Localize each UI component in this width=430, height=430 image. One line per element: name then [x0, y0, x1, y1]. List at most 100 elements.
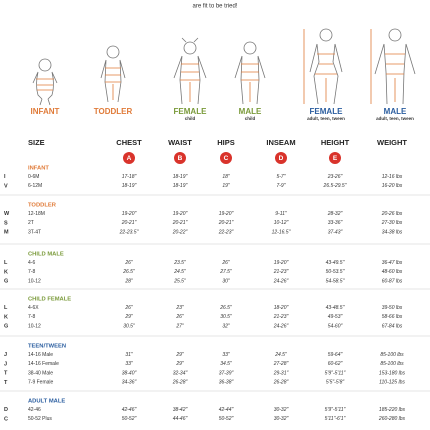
- measurement: 18-20": [274, 305, 289, 311]
- measurement: 18-19": [122, 183, 137, 189]
- measurement: 58-66 lbs: [382, 314, 403, 320]
- figure-sublabel: adult, teen, tween: [376, 116, 414, 121]
- measurement: 36-38": [219, 380, 234, 386]
- measurement: 43-49.5": [326, 260, 345, 266]
- column-header: HEIGHT: [321, 138, 350, 147]
- measurement: 59-64": [328, 352, 343, 358]
- size-name: 4-6: [28, 260, 35, 266]
- section-title: ADULT MALE: [28, 399, 65, 405]
- measurement: 110-125 lbs: [379, 380, 405, 386]
- section-title: CHILD FEMALE: [28, 297, 71, 303]
- figure-sublabel: child: [185, 116, 196, 121]
- measurement: 19": [222, 183, 230, 189]
- measurement: 20-22": [172, 229, 188, 235]
- figure-label: TODDLER: [94, 107, 133, 116]
- size-name: 14-16 Female: [28, 361, 59, 367]
- measurement: 42-46": [122, 407, 137, 413]
- size-name: 7-8: [28, 269, 35, 275]
- column-header: CHEST: [116, 138, 142, 147]
- measurement: 30-32": [274, 407, 289, 413]
- measurement: 185-220 lbs: [379, 407, 406, 413]
- row-code: G: [4, 279, 8, 285]
- measurement: 26": [124, 260, 133, 266]
- column-header: HIPS: [217, 138, 235, 147]
- measurement: 50-52": [219, 416, 234, 422]
- section-title: TEEN/TWEEN: [28, 344, 66, 350]
- row-code: J: [4, 352, 7, 358]
- measurement: 34-38 lbs: [382, 229, 403, 235]
- measurement: 60-62": [328, 361, 343, 367]
- measurement: 5'11"-6'1": [325, 416, 346, 422]
- measurement: 33": [222, 352, 230, 358]
- measurement: 26-28": [172, 380, 188, 386]
- measurement: 20-21": [121, 220, 137, 226]
- measurement: 27": [175, 323, 184, 329]
- measurement: 23-26": [327, 174, 343, 180]
- measurement: 33": [125, 361, 133, 367]
- size-name: 6-12M: [28, 183, 42, 189]
- measurement: 23.5": [173, 260, 186, 266]
- measurement: 18-19": [173, 183, 188, 189]
- measurement: 17-18": [122, 174, 137, 180]
- row-code: C: [4, 416, 8, 422]
- row-code: T: [4, 380, 8, 386]
- row-code: K: [4, 314, 8, 320]
- size-name: 2T: [28, 220, 34, 226]
- badge: [123, 152, 135, 164]
- size-name: 38-40 Male: [28, 370, 53, 376]
- measurement: 37-39": [219, 370, 234, 376]
- measurement: 49-53": [328, 314, 343, 320]
- measurement: 29": [175, 361, 184, 367]
- measurement: 20-21": [218, 220, 234, 226]
- figure-label: FEMALE: [310, 107, 344, 116]
- row-code: I: [4, 174, 6, 180]
- measurement: 260-280 lbs: [378, 416, 406, 422]
- row-code: L: [4, 260, 8, 266]
- measurement: 153-180 lbs: [379, 370, 406, 376]
- measurement: 30": [222, 278, 230, 284]
- measurement: 25.5": [173, 278, 186, 284]
- figure-sublabel: adult, teen, tween: [307, 116, 345, 121]
- measurement: 36-47 lbs: [382, 260, 403, 266]
- measurement: 16-20 lbs: [382, 183, 403, 189]
- measurement: 5'9"-5'11": [325, 370, 346, 376]
- measurement: 33-36": [328, 220, 343, 226]
- measurement: 19-20": [219, 211, 234, 217]
- measurement: 39-50 lbs: [382, 305, 403, 311]
- measurement: 19-20": [274, 260, 289, 266]
- measurement: 38-42": [173, 407, 188, 413]
- size-name: 3T-4T: [28, 229, 41, 235]
- section-title: TODDLER: [28, 203, 57, 209]
- measurement: 30.5": [220, 314, 232, 320]
- measurement: 67-84 lbs: [382, 323, 403, 329]
- measurement: 54-58.5": [326, 278, 345, 284]
- measurement: 24.5": [173, 269, 186, 275]
- figure-label: MALE: [384, 107, 407, 116]
- measurement: 29-31": [273, 370, 289, 376]
- measurement: 42-44": [219, 407, 234, 413]
- badge-letter: E: [333, 155, 338, 162]
- badge-letter: B: [178, 155, 183, 162]
- badge: [174, 152, 186, 164]
- measurement: 29": [124, 314, 133, 320]
- measurement: 5'5"-5'8": [326, 380, 344, 386]
- figure-label: FEMALE: [174, 107, 208, 116]
- row-code: W: [4, 211, 10, 217]
- measurement: 34.5": [220, 361, 232, 367]
- measurement: 20-21": [172, 220, 188, 226]
- measurement: 32-34": [173, 370, 188, 376]
- measurement: 9-11": [275, 211, 287, 217]
- measurement: 12-16.5": [272, 229, 291, 235]
- measurement: 24-26": [273, 323, 289, 329]
- row-code: G: [4, 324, 8, 330]
- measurement: 22-23.5": [119, 229, 139, 235]
- badge-letter: D: [279, 155, 284, 162]
- measurement: 21-23": [273, 269, 289, 275]
- measurement: 7-9": [276, 183, 285, 189]
- badge: [329, 152, 341, 164]
- size-name: 50-52 Plus: [28, 416, 52, 422]
- measurement: 60-87 lbs: [382, 278, 403, 284]
- measurement: 24.5": [274, 352, 287, 358]
- size-name: 42-46: [28, 407, 41, 413]
- measurement: 37-43": [328, 229, 343, 235]
